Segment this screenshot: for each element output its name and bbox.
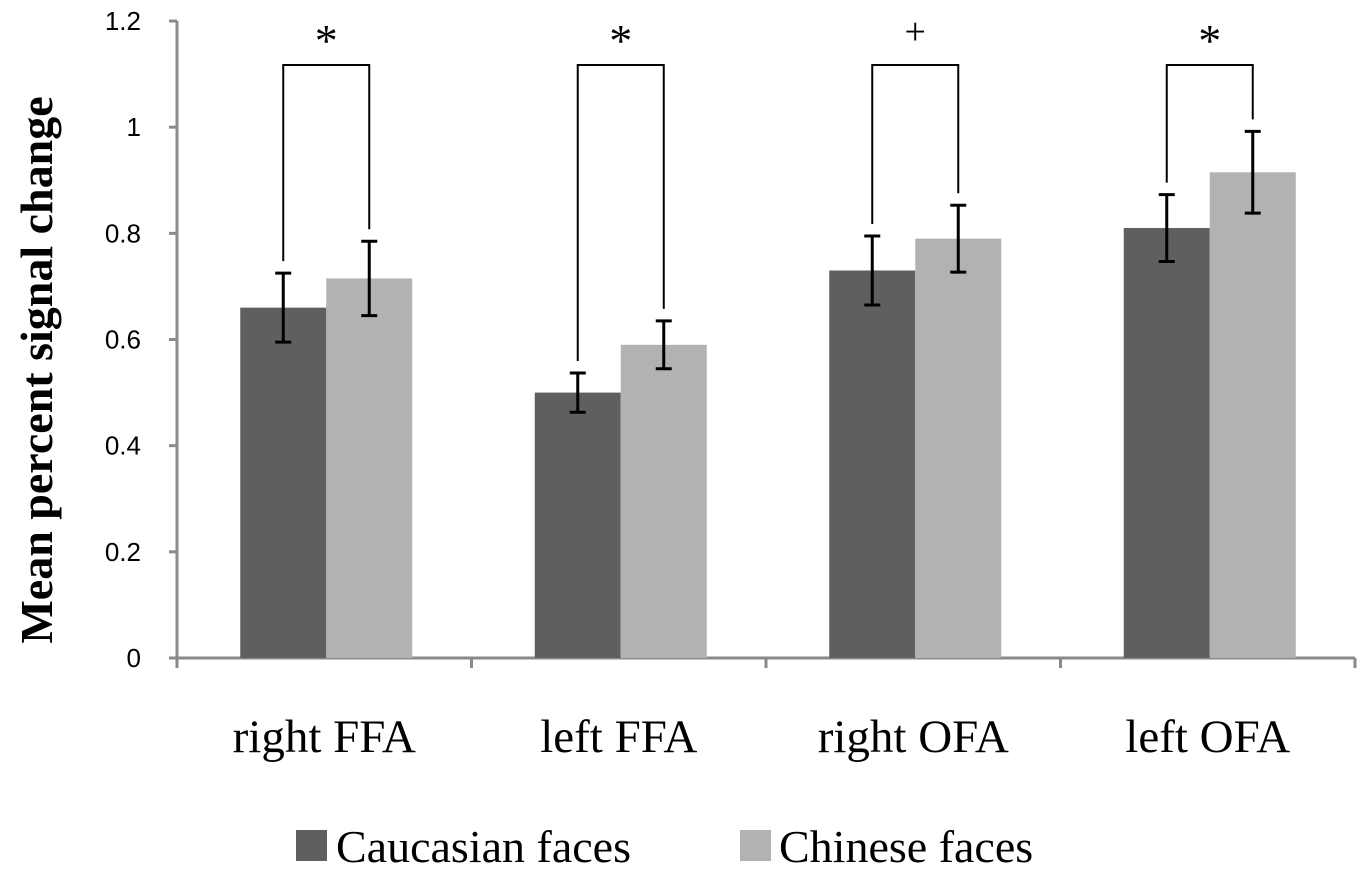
bar xyxy=(240,307,327,658)
y-tick-label: 0.2 xyxy=(105,537,141,567)
y-tick-label: 0 xyxy=(127,643,141,673)
significance-bracket xyxy=(282,64,371,262)
y-tick-label: 1.2 xyxy=(105,6,141,36)
bars xyxy=(240,172,1296,658)
y-axis-label: Mean percent signal change xyxy=(11,96,62,643)
legend: Caucasian faces Chinese faces xyxy=(296,821,1033,869)
y-tick-label: 0.8 xyxy=(105,218,141,248)
legend-label: Chinese faces xyxy=(779,821,1033,869)
x-tick-label: left FFA xyxy=(540,711,697,763)
significance-bracket xyxy=(1165,64,1254,183)
error-bars xyxy=(275,129,1261,414)
legend-swatch xyxy=(296,830,327,861)
x-tick-label: right FFA xyxy=(233,711,416,763)
significance-bracket xyxy=(871,64,960,224)
significance-marker: * xyxy=(1198,15,1221,66)
bar xyxy=(829,270,916,658)
y-axis: 0 0.2 0.4 0.6 0.8 1 1.2 xyxy=(105,6,179,673)
x-tick-label: right OFA xyxy=(818,711,1009,763)
bar xyxy=(915,238,1002,658)
y-tick-label: 1 xyxy=(127,112,141,142)
legend-swatch xyxy=(740,830,771,861)
significance-bracket xyxy=(576,64,665,361)
significance-marker: * xyxy=(315,15,338,66)
legend-label: Caucasian faces xyxy=(336,821,631,869)
bar xyxy=(534,392,621,658)
y-tick-label: 0.6 xyxy=(105,325,141,355)
y-tick-label: 0.4 xyxy=(105,431,141,461)
significance-brackets: * * + * xyxy=(282,11,1254,361)
x-tick-label: left OFA xyxy=(1125,711,1290,763)
significance-marker: + xyxy=(905,11,926,53)
bar xyxy=(326,278,413,658)
x-axis: right FFA left FFA right OFA left OFA xyxy=(175,656,1357,763)
significance-marker: * xyxy=(609,15,632,66)
bar xyxy=(1123,228,1210,658)
bar xyxy=(1209,172,1296,658)
bar xyxy=(620,344,707,658)
